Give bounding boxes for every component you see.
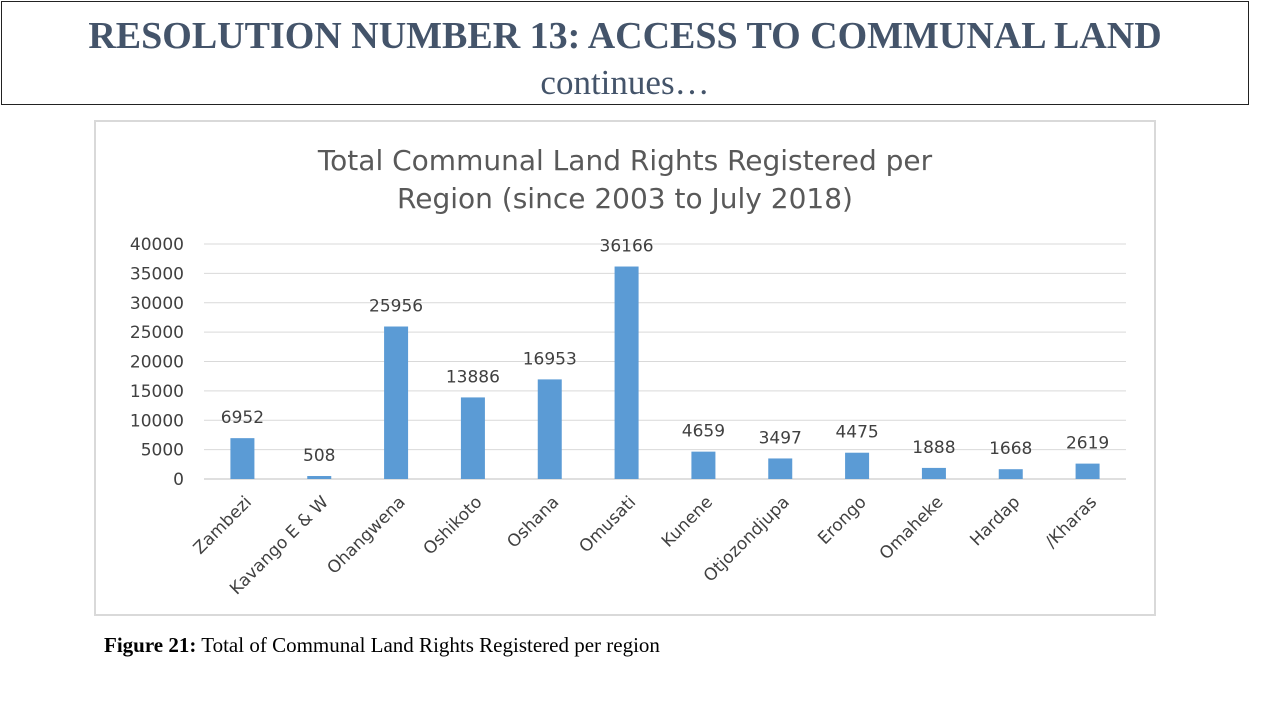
y-tick-label: 5000 — [141, 441, 184, 461]
bar — [537, 379, 562, 479]
category-label: Oshana — [503, 492, 563, 552]
chart-frame: Total Communal Land Rights Registered pe… — [94, 120, 1156, 616]
figure-caption-text: Total of Communal Land Rights Registered… — [201, 633, 660, 657]
bar — [307, 476, 332, 479]
chart-title-line: Region (since 2003 to July 2018) — [397, 182, 853, 215]
data-label: 1888 — [912, 438, 955, 458]
category-label: Omusati — [575, 492, 640, 557]
data-label: 508 — [303, 446, 335, 466]
bar — [691, 451, 716, 479]
y-tick-label: 15000 — [130, 382, 184, 402]
bar — [614, 266, 639, 479]
data-label: 25956 — [369, 297, 423, 317]
data-label: 13886 — [446, 367, 500, 387]
y-tick-label: 0 — [173, 470, 184, 490]
figure-caption: Figure 21: Total of Communal Land Rights… — [104, 633, 660, 658]
bar — [1075, 463, 1100, 479]
bar — [384, 326, 409, 479]
category-label: Omaheke — [876, 492, 948, 564]
data-label: 16953 — [523, 349, 577, 369]
category-label: Ohangwena — [324, 492, 410, 578]
y-tick-label: 10000 — [130, 411, 184, 431]
y-tick-label: 25000 — [130, 323, 184, 343]
category-label: Zambezi — [190, 492, 256, 558]
y-tick-label: 40000 — [130, 235, 184, 255]
data-label: 3497 — [759, 428, 802, 448]
category-label: Kunene — [658, 492, 717, 551]
data-label: 36166 — [600, 237, 654, 257]
data-label: 4475 — [835, 423, 878, 443]
category-label: Oshikoto — [420, 492, 487, 559]
slide-title: RESOLUTION NUMBER 13: ACCESS TO COMMUNAL… — [88, 15, 1162, 57]
slide-subtitle: continues… — [540, 63, 710, 102]
category-label: Hardap — [966, 492, 1024, 550]
y-tick-label: 35000 — [130, 264, 184, 284]
bar-chart: Total Communal Land Rights Registered pe… — [130, 144, 1126, 599]
y-tick-label: 30000 — [130, 294, 184, 314]
data-label: 4659 — [682, 422, 725, 442]
bar — [460, 397, 485, 479]
bar — [768, 458, 793, 479]
category-label: Erongo — [814, 492, 870, 548]
bar — [230, 438, 255, 479]
slide-header: RESOLUTION NUMBER 13: ACCESS TO COMMUNAL… — [1, 1, 1249, 105]
bar — [921, 467, 946, 479]
category-label: /Kharas — [1041, 492, 1101, 552]
data-label: 2619 — [1066, 434, 1109, 454]
y-tick-label: 20000 — [130, 353, 184, 373]
bar — [845, 452, 870, 479]
data-label: 6952 — [221, 408, 264, 428]
data-label: 1668 — [989, 439, 1032, 459]
bar — [998, 469, 1023, 479]
chart-title-line: Total Communal Land Rights Registered pe… — [317, 144, 933, 177]
figure-caption-label: Figure 21: — [104, 633, 197, 657]
